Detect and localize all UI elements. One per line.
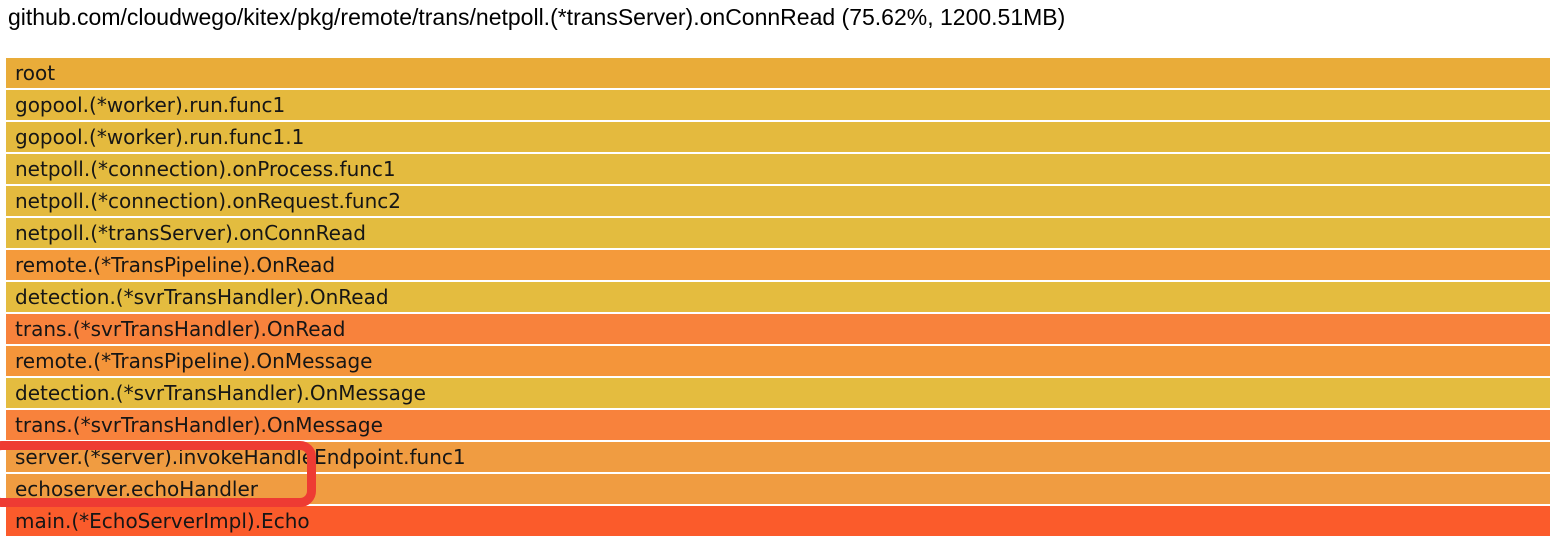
flame-frame[interactable]: remote.(*TransPipeline).OnRead bbox=[6, 250, 1550, 280]
flame-frame[interactable]: trans.(*svrTransHandler).OnRead bbox=[6, 314, 1550, 344]
flame-frame-label: gopool.(*worker).run.func1.1 bbox=[15, 125, 305, 149]
flame-frame-label: trans.(*svrTransHandler).OnRead bbox=[15, 317, 346, 341]
flame-frame[interactable]: detection.(*svrTransHandler).OnRead bbox=[6, 282, 1550, 312]
flame-frame[interactable]: server.(*server).invokeHandleEndpoint.fu… bbox=[6, 442, 1550, 472]
flame-frame[interactable]: netpoll.(*connection).onRequest.func2 bbox=[6, 186, 1550, 216]
flame-frame-label: server.(*server).invokeHandleEndpoint.fu… bbox=[15, 445, 466, 469]
flame-frame[interactable]: gopool.(*worker).run.func1.1 bbox=[6, 122, 1550, 152]
flame-frame[interactable]: netpoll.(*connection).onProcess.func1 bbox=[6, 154, 1550, 184]
flame-frame[interactable]: root bbox=[6, 58, 1550, 88]
flame-frame-label: root bbox=[15, 61, 56, 85]
flame-frame-label: remote.(*TransPipeline).OnMessage bbox=[15, 349, 373, 373]
flame-frame-label: trans.(*svrTransHandler).OnMessage bbox=[15, 413, 383, 437]
flame-frame[interactable]: remote.(*TransPipeline).OnMessage bbox=[6, 346, 1550, 376]
flame-frame-label: detection.(*svrTransHandler).OnMessage bbox=[15, 381, 426, 405]
flame-frame[interactable]: main.(*EchoServerImpl).Echo bbox=[6, 506, 1550, 536]
flame-frame-label: main.(*EchoServerImpl).Echo bbox=[15, 509, 310, 533]
flame-frame-label: echoserver.echoHandler bbox=[15, 477, 259, 501]
flame-frame-label: netpoll.(*transServer).onConnRead bbox=[15, 221, 366, 245]
flame-frame[interactable]: detection.(*svrTransHandler).OnMessage bbox=[6, 378, 1550, 408]
flame-frame-label: netpoll.(*connection).onRequest.func2 bbox=[15, 189, 402, 213]
flame-frame[interactable]: trans.(*svrTransHandler).OnMessage bbox=[6, 410, 1550, 440]
flame-selection-title: github.com/cloudwego/kitex/pkg/remote/tr… bbox=[8, 4, 1066, 30]
flame-frame-label: gopool.(*worker).run.func1 bbox=[15, 93, 286, 117]
flame-frame-label: remote.(*TransPipeline).OnRead bbox=[15, 253, 336, 277]
flamegraph: root gopool.(*worker).run.func1 gopool.(*w… bbox=[6, 58, 1550, 538]
flame-frame[interactable]: gopool.(*worker).run.func1 bbox=[6, 90, 1550, 120]
flame-frame-label: detection.(*svrTransHandler).OnRead bbox=[15, 285, 389, 309]
flame-frame[interactable]: netpoll.(*transServer).onConnRead bbox=[6, 218, 1550, 248]
flame-frame[interactable]: echoserver.echoHandler bbox=[6, 474, 1550, 504]
flame-frame-label: netpoll.(*connection).onProcess.func1 bbox=[15, 157, 396, 181]
